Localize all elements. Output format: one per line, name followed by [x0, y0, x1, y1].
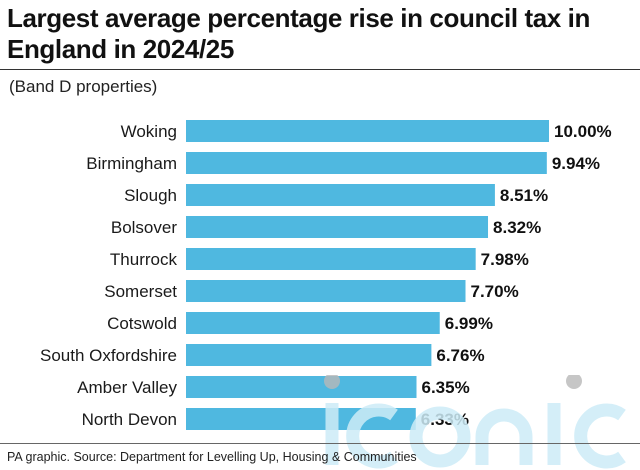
footer-divider [0, 443, 640, 444]
category-label: Cotswold [107, 314, 177, 333]
category-label: North Devon [82, 410, 177, 429]
value-label: 7.70% [471, 282, 519, 301]
category-label: South Oxfordshire [40, 346, 177, 365]
source-note: PA graphic. Source: Department for Level… [7, 450, 417, 464]
bar [186, 344, 432, 366]
bar [186, 248, 476, 270]
category-label: Woking [121, 122, 177, 141]
bar [186, 312, 440, 334]
value-label: 6.76% [436, 346, 484, 365]
category-label: Bolsover [111, 218, 177, 237]
bar [186, 152, 547, 174]
value-label: 6.33% [421, 410, 469, 429]
value-label: 8.32% [493, 218, 541, 237]
chart-title: Largest average percentage rise in counc… [7, 3, 590, 64]
value-label: 10.00% [554, 122, 612, 141]
category-label: Birmingham [86, 154, 177, 173]
bar [186, 120, 549, 142]
category-label: Somerset [104, 282, 177, 301]
chart-subtitle: (Band D properties) [9, 77, 158, 96]
value-label: 6.35% [422, 378, 470, 397]
bar-chart: Woking 10.00% Birmingham 9.94% Slough 8.51% Bo… [40, 120, 612, 430]
category-label: Slough [124, 186, 177, 205]
bar [186, 408, 416, 430]
title-divider [0, 69, 640, 70]
category-label: Thurrock [110, 250, 178, 269]
bar [186, 216, 489, 238]
value-label: 7.98% [481, 250, 529, 269]
bar [186, 376, 417, 398]
value-label: 8.51% [500, 186, 548, 205]
value-label: 9.94% [552, 154, 600, 173]
category-label: Amber Valley [77, 378, 177, 397]
bar [186, 280, 466, 302]
bar [186, 184, 495, 206]
value-label: 6.99% [445, 314, 493, 333]
